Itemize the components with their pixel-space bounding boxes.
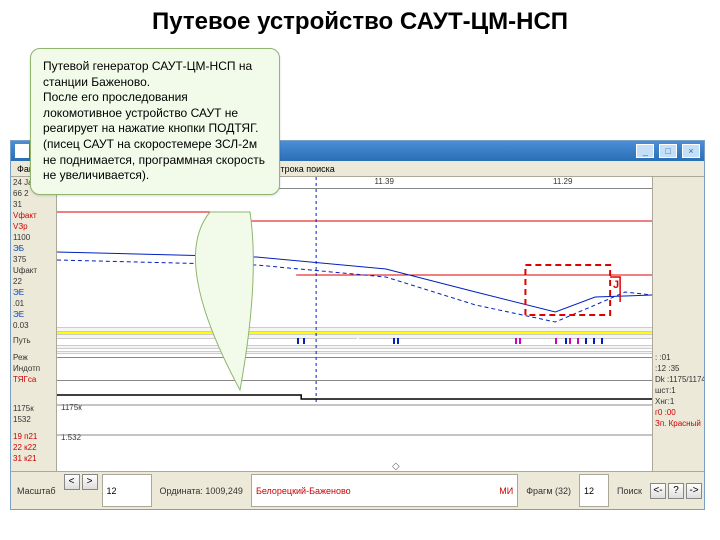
scale-value[interactable]: 12 [102,474,152,507]
left-label: 22 к22 [11,442,56,453]
left-label: 22 [11,276,56,287]
trace-svg [57,177,652,472]
slide-title: Путевое устройство САУТ-ЦМ-НСП [0,0,720,40]
statusbar: Масштаб < > 12 Ордината: 1009,249 Белоре… [11,471,704,509]
left-label: 31 [11,199,56,210]
app-window: .грв _ □ × Файл Параметры Вид Масштаб Фр… [10,140,705,510]
fragment-label: Фрагм (32) [522,474,575,507]
ordinate-label: Ордината: 1009,249 [156,474,247,507]
left-label: 31 к21 [11,453,56,464]
callout-tail [150,200,310,400]
minimize-button[interactable]: _ [636,144,654,158]
right-label: : :01 [653,352,704,363]
right-label: Хнг:1 [653,396,704,407]
left-label: 1532 [11,414,56,425]
right-label: г0 :00 [653,407,704,418]
left-label: 0.03 [11,320,56,331]
route-field[interactable]: Белорецкий-Баженово МИ [251,474,518,507]
left-label: ЭЕ [11,287,56,298]
left-axis-labels: 24 Ja 66 2 31 Vфакт VЗр 1100 ЭБ 375 Uфак… [11,177,57,472]
marker-label: J [613,279,619,291]
left-label: Vфакт [11,210,56,221]
scale-prev-button[interactable]: < [64,474,80,490]
menu-search[interactable]: Строка поиска [274,164,335,174]
close-button[interactable]: × [682,144,700,158]
callout-box: Путевой генератор САУТ-ЦМ-НСП на станции… [30,48,280,195]
plot-region[interactable]: 11.39 11.29 1175к 1.532 [57,177,652,472]
left-label: 19 п21 [11,431,56,442]
app-icon [15,144,29,158]
left-label: Uфакт [11,265,56,276]
search-prev-button[interactable]: <- [650,483,666,499]
right-label: шст:1 [653,385,704,396]
left-label: Путь [11,335,56,346]
left-label: ТЯГса [11,374,56,385]
search-label: Поиск [613,474,646,507]
callout-text: Путевой генератор САУТ-ЦМ-НСП на станции… [43,59,267,184]
scale-label: Масштаб [13,474,60,507]
search-help-button[interactable]: ? [668,483,684,499]
left-label: VЗр [11,221,56,232]
right-label: Dk :1175/1174 [653,374,704,385]
left-label: ЭЕ [11,309,56,320]
right-label: Зп. Красный [653,418,704,429]
fragment-value[interactable]: 12 [579,474,609,507]
left-label: .01 [11,298,56,309]
left-label: 375 [11,254,56,265]
mi-label: МИ [499,486,513,496]
chart-area[interactable]: 24 Ja 66 2 31 Vфакт VЗр 1100 ЭБ 375 Uфак… [11,177,704,472]
left-label: 1175к [11,403,56,414]
scale-next-button[interactable]: > [82,474,98,490]
right-label: :12 :35 [653,363,704,374]
right-info-labels: : :01 :12 :35 Dk :1175/1174 шст:1 Хнг:1 … [652,177,704,472]
left-label: 1100 [11,232,56,243]
left-label: Индотп [11,363,56,374]
route-value: Белорецкий-Баженово [256,486,351,496]
maximize-button[interactable]: □ [659,144,677,158]
left-label: ЭБ [11,243,56,254]
left-label: Реж [11,352,56,363]
search-next-button[interactable]: -> [686,483,702,499]
